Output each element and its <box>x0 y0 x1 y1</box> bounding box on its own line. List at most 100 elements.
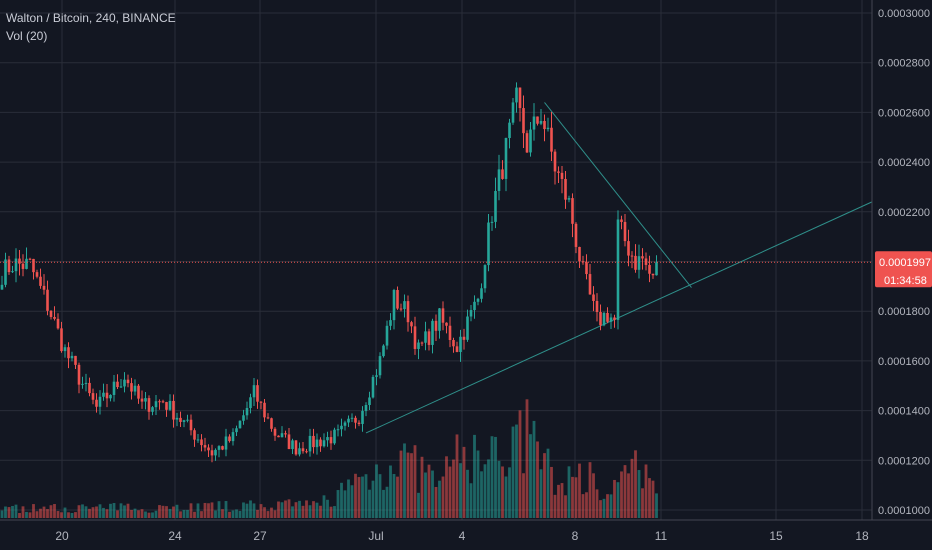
volume-bar <box>473 434 476 518</box>
candle-body <box>375 375 378 377</box>
volume-bar <box>550 466 553 518</box>
candle-body <box>392 289 396 321</box>
volume-bar <box>333 506 336 518</box>
candle-body <box>91 393 95 400</box>
candle-body <box>245 408 249 416</box>
time-tick-label: 11 <box>655 529 668 543</box>
volume-bar <box>399 450 403 518</box>
volume-bar <box>200 511 203 518</box>
volume-bar <box>627 473 630 518</box>
candle-body <box>14 258 18 272</box>
volume-bar <box>305 500 308 518</box>
candle-body <box>228 436 231 442</box>
candle-body <box>221 446 224 450</box>
candle-body <box>522 108 525 134</box>
candle-body <box>455 346 459 352</box>
candle-body <box>389 320 392 326</box>
volume-bar <box>459 463 462 518</box>
candle-body <box>98 396 102 407</box>
volume-bar <box>592 473 595 518</box>
volume-indicator-title[interactable]: Vol (20) <box>6 29 48 43</box>
volume-bar <box>637 470 641 518</box>
volume-bar <box>378 474 382 518</box>
volume-bar <box>385 486 389 518</box>
volume-bar <box>88 508 91 518</box>
volume-bar <box>175 504 179 518</box>
volume-bar <box>445 456 448 518</box>
candle-body <box>186 419 189 421</box>
candle-body <box>473 301 476 311</box>
volume-bar <box>256 509 259 518</box>
volume-bar <box>189 503 193 518</box>
volume-bar <box>326 499 329 518</box>
candle-body <box>179 417 182 422</box>
volume-bar <box>98 504 102 518</box>
volume-bar <box>25 511 28 518</box>
volume-bar <box>567 466 571 518</box>
volume-bar <box>543 453 546 518</box>
candle-body <box>301 448 305 452</box>
current-price-tag: 0.0001997 01:34:58 <box>875 251 932 287</box>
price-tick-label: 0.0001200 <box>878 455 930 467</box>
candle-body <box>574 223 578 247</box>
candle-body <box>329 437 333 444</box>
candle-body <box>494 190 497 222</box>
volume-bar <box>501 466 504 518</box>
time-axis-labels[interactable]: 20 24 27 Jul 4 8 11 15 18 <box>55 529 869 543</box>
volume-bar <box>203 502 207 518</box>
price-tick-label: 0.0003000 <box>878 8 930 20</box>
volume-bar <box>315 502 319 518</box>
candle-body <box>648 264 651 274</box>
volume-bar <box>571 476 574 518</box>
volume-bar <box>375 464 378 518</box>
volume-bar <box>102 507 105 518</box>
candle-body <box>413 326 417 349</box>
volume-bar <box>287 499 291 518</box>
volume-bar <box>280 502 284 518</box>
candle-body <box>161 401 165 403</box>
candle-body <box>354 417 357 423</box>
candle-body <box>231 432 235 442</box>
candle-body <box>67 347 70 359</box>
candle-body <box>602 312 606 326</box>
volume-bar <box>368 489 371 518</box>
volume-bar <box>522 473 525 518</box>
volume-bar <box>634 450 637 518</box>
candle-body <box>35 272 39 277</box>
candle-body <box>63 347 67 352</box>
candle-body <box>189 419 193 431</box>
volume-bar <box>186 509 189 518</box>
candle-body <box>7 259 11 273</box>
time-tick-label: 24 <box>168 529 182 543</box>
candle-body <box>634 255 637 270</box>
volume-bar <box>525 399 529 518</box>
volume-bar <box>32 504 35 518</box>
candlestick-series <box>0 82 658 463</box>
candle-body <box>637 256 641 270</box>
symbol-title[interactable]: Walton / Bitcoin, 240, BINANCE <box>6 11 176 25</box>
volume-bar <box>235 509 238 518</box>
volume-bar <box>539 469 543 518</box>
candle-body <box>210 450 214 456</box>
volume-bar <box>417 492 420 518</box>
candle-body <box>270 418 273 429</box>
candle-body <box>88 382 91 394</box>
volume-bar <box>389 465 392 518</box>
candle-body <box>459 336 462 352</box>
volume-bar <box>413 445 417 518</box>
candle-body <box>336 429 340 431</box>
candle-body <box>294 440 298 455</box>
volume-bar <box>406 452 410 518</box>
volume-bar <box>214 510 217 518</box>
falling-trendline[interactable] <box>544 102 692 288</box>
volume-bar <box>396 476 399 518</box>
candle-body <box>319 439 322 447</box>
candle-body <box>154 401 158 408</box>
volume-bar <box>294 502 298 518</box>
volume-bar <box>67 512 70 518</box>
volume-bar <box>116 510 119 518</box>
volume-bar <box>291 506 294 518</box>
volume-bar <box>168 508 172 518</box>
time-tick-label: 27 <box>253 529 267 543</box>
